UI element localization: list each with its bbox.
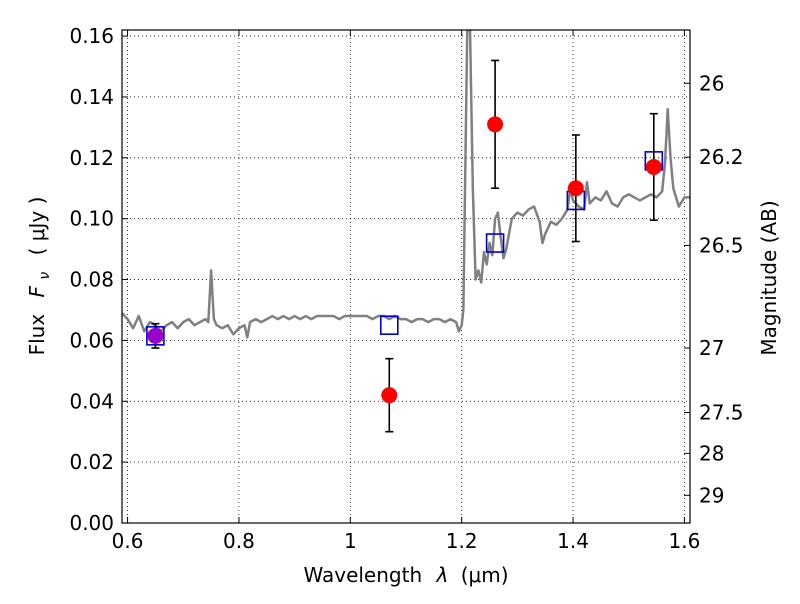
y-axis-label: Flux F ν ( μJy ) xyxy=(25,197,54,356)
observed-point-marker xyxy=(381,387,398,404)
y-tick-label: 0.10 xyxy=(69,207,114,231)
y-tick-label: 0.00 xyxy=(69,511,114,535)
y-tick-label: 0.16 xyxy=(69,24,114,48)
x-tick-label: 1.6 xyxy=(669,529,701,553)
y-tick-label: 0.06 xyxy=(69,328,114,352)
grid-layer xyxy=(122,30,690,523)
observed-point-marker xyxy=(645,158,662,175)
x-axis-label-unit: (μm) xyxy=(461,563,509,587)
model-square-marker xyxy=(379,315,399,335)
y2-tick-label: 27.5 xyxy=(699,401,744,425)
y-axis-label-unit: ( μJy ) xyxy=(25,197,49,256)
points-layer xyxy=(146,59,664,433)
x-tick-label: 0.8 xyxy=(223,529,255,553)
y2-tick-label: 27 xyxy=(699,336,724,360)
observed-point-marker xyxy=(147,327,164,344)
observed-point-marker xyxy=(567,180,584,197)
y2-tick-label: 26 xyxy=(699,71,724,95)
ticks-layer: 0.6 0.8 1 1.2 1.4 1.6 0.00 0.02 0.04 0.06 0.08 0.10… xyxy=(69,24,743,553)
y2-axis-label: Magnitude (AB) xyxy=(757,200,781,355)
model-square-marker xyxy=(485,233,505,253)
y2-tick-label: 26.2 xyxy=(699,145,744,169)
y2-tick-label: 29 xyxy=(699,483,724,507)
y2-tick-label: 28 xyxy=(699,441,724,465)
x-axis-label-symbol: λ xyxy=(436,563,449,587)
spectrum-line xyxy=(122,30,690,339)
y2-tick-label: 26.5 xyxy=(699,233,744,257)
y-axis-label-prefix: Flux xyxy=(25,314,49,356)
x-tick-label: 1 xyxy=(344,529,357,553)
x-tick-label: 1.4 xyxy=(557,529,589,553)
x-axis-label: Wavelength λ (μm) xyxy=(303,563,508,587)
y-tick-label: 0.04 xyxy=(69,389,114,413)
spectrum-layer xyxy=(122,30,690,339)
y-tick-label: 0.12 xyxy=(69,146,114,170)
y-axis-label-symbol: F xyxy=(25,285,49,297)
x-tick-label: 0.6 xyxy=(112,529,144,553)
y-tick-label: 0.02 xyxy=(69,450,114,474)
x-axis-label-prefix: Wavelength xyxy=(303,563,422,587)
x-tick-label: 1.2 xyxy=(446,529,478,553)
y-tick-label: 0.14 xyxy=(69,85,114,109)
observed-point-marker xyxy=(487,116,504,133)
y-tick-label: 0.08 xyxy=(69,268,114,292)
plot-area xyxy=(122,30,690,523)
plot-frame xyxy=(121,29,691,524)
y-axis-label-subscript: ν xyxy=(37,272,53,280)
